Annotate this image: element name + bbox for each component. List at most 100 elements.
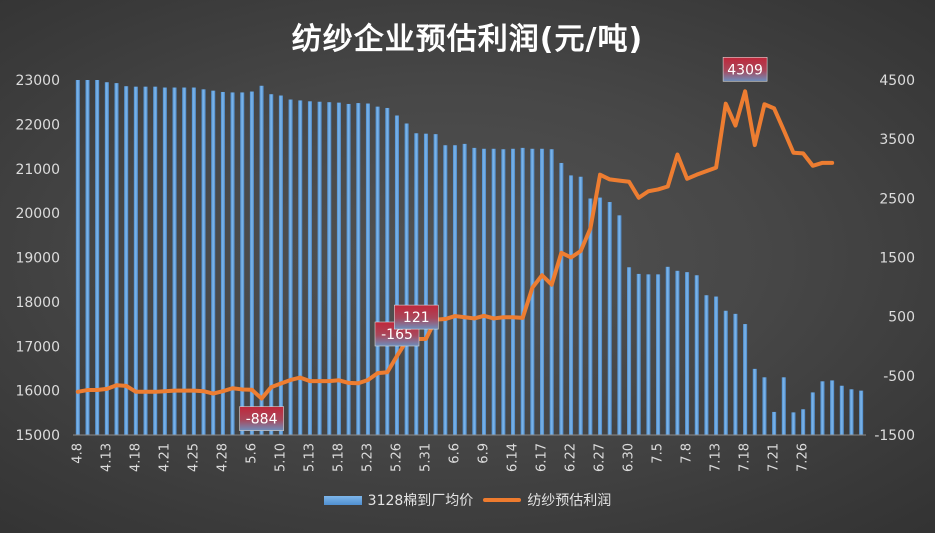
data-label: 4309 [727,62,763,78]
y-right-tick-label: 1500 [879,251,915,267]
bar-6 [133,86,138,435]
legend-item-line[interactable]: 纺纱预估利润 [483,490,611,510]
x-tick-label: 4.21 [157,443,172,472]
bar-14 [211,90,216,436]
bar-62 [675,270,680,435]
bar-57 [627,267,632,435]
x-tick-label: 4.18 [128,443,143,472]
bar-3 [104,82,109,435]
x-tick-label: 6.17 [535,443,550,472]
data-label-box [239,406,284,431]
bar-29 [356,103,361,435]
legend-item-bar[interactable]: 3128棉到厂均价 [323,490,474,510]
bar-31 [375,106,380,436]
bar-11 [182,87,187,435]
x-tick-label: 6.27 [593,443,608,472]
x-tick-label: 7.5 [651,443,666,464]
bar-21 [278,95,283,435]
bar-7 [143,86,148,435]
bar-48 [540,148,545,435]
y-right-tick-label: -1500 [874,428,915,444]
x-tick-label: 5.10 [273,443,288,472]
y-left-tick-label: 15000 [15,428,60,444]
y-right-tick-label: 2500 [879,191,915,207]
y-right-tick-label: 3500 [879,132,915,148]
bar-45 [510,148,516,435]
bar-8 [153,86,158,435]
y-left-tick-label: 23000 [15,73,60,89]
y-left-tick-label: 16000 [15,384,60,400]
x-tick-label: 6.9 [477,443,492,464]
bar-15 [220,91,225,435]
legend: 3128棉到厂均价 纺纱预估利润 [0,490,935,510]
bar-80 [849,389,854,435]
bar-72 [772,411,777,435]
bar-66 [714,296,719,435]
bar-34 [404,123,409,436]
profit-line [75,89,835,401]
y-right-tick-label: 4500 [879,73,915,89]
legend-label-bar: 3128棉到厂均价 [367,493,474,509]
x-tick-label: 7.13 [709,443,724,472]
x-tick-label: 5.26 [390,443,405,472]
y-left-tick-label: 21000 [15,162,60,178]
x-tick-label: 4.13 [99,443,114,472]
bar-54 [598,197,603,435]
bar-12 [191,87,196,435]
bar-9 [162,87,167,435]
bar-27 [336,102,341,435]
x-tick-label: 5.31 [419,443,434,472]
bar-44 [501,149,506,435]
x-tick-label: 6.14 [506,443,521,472]
x-tick-label: 4.28 [215,443,230,472]
bar-61 [665,266,670,435]
y-right-tick-label: 500 [888,310,915,326]
y-left-tick-label: 20000 [15,206,60,222]
bar-43 [491,148,496,435]
bar-75 [801,409,806,435]
bar-77 [820,381,825,435]
bar-49 [549,149,554,435]
bar-71 [762,377,767,435]
bar-73 [781,377,786,435]
bar-30 [365,103,370,436]
data-label: -884 [246,412,278,428]
bar-60 [656,274,661,435]
data-label-box [393,304,439,330]
data-label: -165 [381,327,413,343]
bar-2 [95,80,100,435]
x-tick-label: 7.21 [767,443,782,472]
bar-63 [685,272,690,435]
x-tick-label: 6.22 [564,443,579,472]
y-left-tick-label: 18000 [15,295,60,311]
x-tick-label: 5.6 [244,443,259,464]
data-label: 121 [403,310,430,326]
legend-swatch-bar [323,495,362,505]
bar-25 [317,101,322,436]
bar-28 [346,103,351,436]
bar-5 [124,86,129,436]
bar-53 [588,198,593,435]
x-tick-label: 4.8 [70,443,85,464]
bar-46 [520,147,525,435]
y-left-tick-label: 19000 [15,251,60,267]
bar-19 [259,85,264,436]
legend-swatch-line [483,498,522,502]
bar-39 [452,145,458,436]
x-tick-label: 5.18 [331,443,346,472]
bar-79 [839,385,844,435]
bar-51 [569,175,574,435]
bar-67 [723,310,728,435]
bar-36 [423,133,429,435]
bar-0 [75,80,80,435]
x-tick-label: 7.26 [796,443,811,472]
y-right-tick-label: -500 [883,369,915,385]
bar-58 [636,273,641,435]
bar-24 [307,101,312,436]
bar-38 [443,145,448,436]
bar-26 [327,102,332,435]
bar-74 [791,412,796,435]
bar-20 [269,94,274,435]
bar-32 [385,107,390,436]
